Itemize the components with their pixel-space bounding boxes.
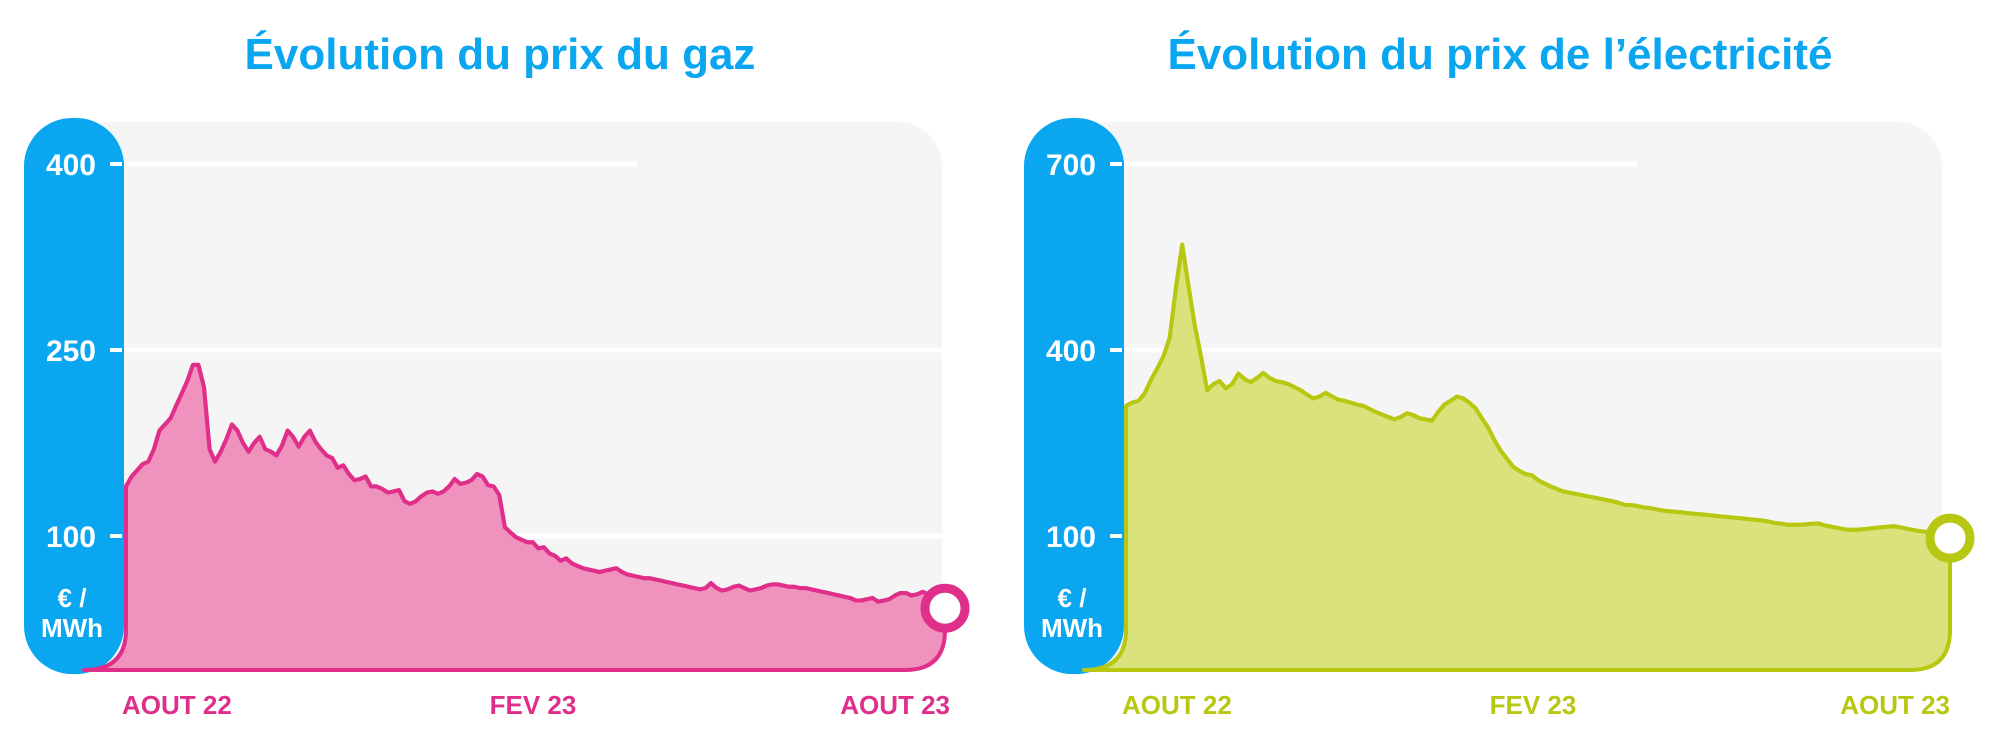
- y-tick-label: 100: [1046, 521, 1096, 554]
- y-axis-bar: [1024, 118, 1124, 674]
- y-axis-bar: [24, 118, 124, 674]
- y-tick-label: 400: [1046, 335, 1096, 368]
- x-tick-label: AOUT 23: [840, 690, 950, 720]
- chart-title: Évolution du prix de l’électricité: [1167, 30, 1833, 79]
- unit-label: MWh: [1041, 613, 1103, 643]
- chart-title: Évolution du prix du gaz: [244, 30, 756, 79]
- gas-price-chart: 100 250 400 € /MWh AOUT 22 FEV 23 AOUT 23: [24, 118, 970, 720]
- electricity-chart-panel: Évolution du prix de l’électricité 100 40…: [1000, 0, 2000, 733]
- y-tick-label: 400: [46, 149, 96, 182]
- unit-label: € /: [58, 583, 87, 613]
- y-tick-label: 100: [46, 521, 96, 554]
- gas-chart-panel: Évolution du prix du gaz 100 250 400 € / MWh…: [24, 30, 970, 720]
- x-tick-label: FEV 23: [490, 690, 577, 720]
- x-tick-label: FEV 23: [1490, 690, 1577, 720]
- x-tick-label: AOUT 23: [1840, 690, 1950, 720]
- x-tick-label: AOUT 22: [122, 690, 232, 720]
- end-marker: [1925, 513, 1975, 563]
- unit-label: € /: [1058, 583, 1087, 613]
- y-tick-label: 700: [1046, 149, 1096, 182]
- price-line: [1125, 242, 1950, 537]
- price-line: [124, 362, 946, 607]
- unit-label: MWh: [41, 613, 103, 643]
- x-tick-label: AOUT 22: [1122, 690, 1232, 720]
- end-marker: [920, 583, 970, 633]
- y-tick-label: 250: [46, 335, 96, 368]
- electricity-price-chart: 100 400 700 € /MWh AOUT 22 FEV 23 AOUT 23: [1024, 118, 1975, 720]
